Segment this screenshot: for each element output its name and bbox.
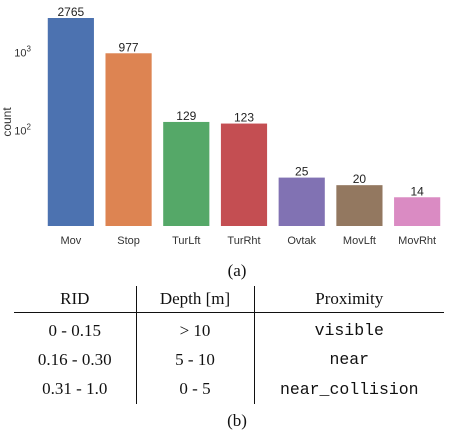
bar-value-label: 2765 xyxy=(58,5,85,19)
depth-cell: > 10 xyxy=(136,312,255,345)
proximity-cell: visible xyxy=(314,321,384,340)
table-row: 0.16 - 0.30 5 - 10 near xyxy=(14,345,444,374)
bar-value-label: 123 xyxy=(234,111,254,125)
figure-caption-b: (b) xyxy=(227,411,247,430)
proximity-cell: near_collision xyxy=(279,379,419,399)
depth-cell: 0 - 5 xyxy=(136,374,255,404)
y-axis-label: count xyxy=(0,107,14,137)
bar-stop xyxy=(105,53,152,226)
x-tick-label: Mov xyxy=(60,235,81,247)
bar-value-label: 25 xyxy=(295,165,309,179)
rid-cell: 0.31 - 1.0 xyxy=(14,374,137,404)
figure-caption-a: (a) xyxy=(227,261,247,280)
bar-movrht xyxy=(394,197,441,226)
x-tick-label: Ovtak xyxy=(287,235,316,247)
x-tick-label: TurRht xyxy=(227,235,260,247)
x-tick-label: MovRht xyxy=(398,235,436,247)
bar-value-label: 14 xyxy=(410,184,424,198)
bar-value-label: 129 xyxy=(176,109,196,123)
bar-chart-svg: 102 103 count 2765 977 129 123 25 20 14 Mov Stop T… xyxy=(0,5,441,247)
x-tick-label: MovLft xyxy=(343,235,376,247)
bar-turlft xyxy=(163,121,210,226)
bar-chart: 102 103 count 2765 977 129 123 25 20 14 Mov Stop T… xyxy=(0,5,441,247)
bar-mov xyxy=(47,18,94,226)
table-header-row: RID Depth [m] Proximity xyxy=(14,286,444,313)
bar-ovtak xyxy=(278,177,325,226)
header-proximity: Proximity xyxy=(254,286,444,313)
x-tick-label: Stop xyxy=(117,235,140,247)
y-axis: 102 103 count xyxy=(0,44,32,137)
x-tick-label: TurLft xyxy=(172,235,200,247)
x-tick-labels: Mov Stop TurLft TurRht Ovtak MovLft MovRht xyxy=(60,235,436,247)
rid-cell: 0 - 0.15 xyxy=(14,312,137,345)
rid-depth-proximity-table: RID Depth [m] Proximity 0 - 0.15 > 10 vi… xyxy=(14,286,444,404)
table-row: 0.31 - 1.0 0 - 5 near_collision xyxy=(14,374,444,404)
value-labels: 2765 977 129 123 25 20 14 xyxy=(58,5,425,198)
table-row: 0 - 0.15 > 10 visible xyxy=(14,312,444,345)
header-rid: RID xyxy=(14,286,137,313)
bars xyxy=(47,18,441,226)
proximity-cell: near xyxy=(329,350,370,369)
bar-movlft xyxy=(336,185,383,226)
y-tick-label: 103 xyxy=(14,44,31,59)
header-depth: Depth [m] xyxy=(136,286,255,313)
bar-turrht xyxy=(220,123,268,226)
rid-cell: 0.16 - 0.30 xyxy=(14,345,137,374)
bar-value-label: 20 xyxy=(353,172,367,186)
y-tick-label: 102 xyxy=(14,123,31,138)
depth-cell: 5 - 10 xyxy=(136,345,255,374)
bar-value-label: 977 xyxy=(119,40,139,54)
